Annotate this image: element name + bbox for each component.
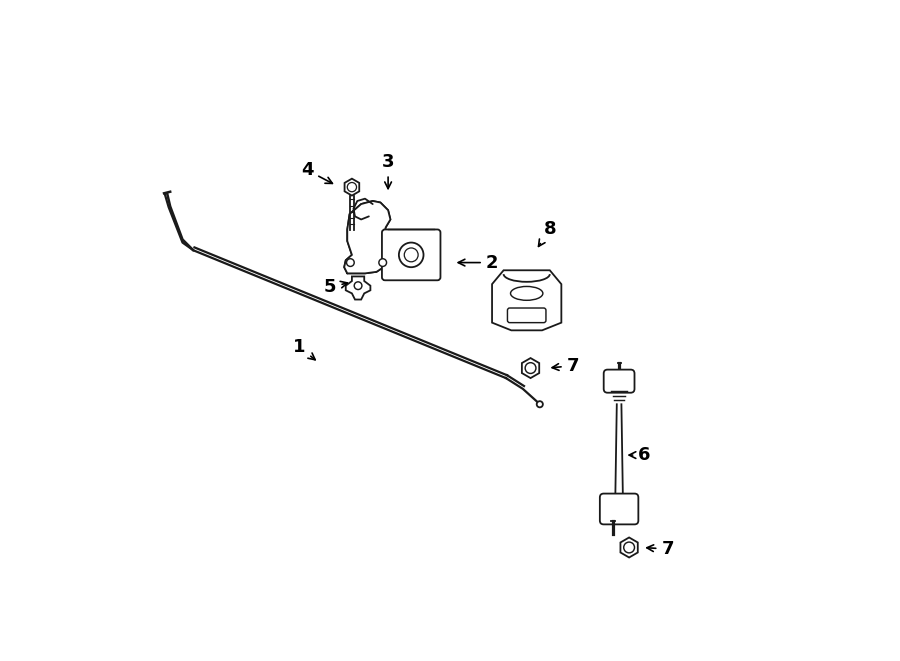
Text: 1: 1 xyxy=(293,338,315,360)
Polygon shape xyxy=(522,358,539,378)
Text: 3: 3 xyxy=(382,153,394,188)
Text: 6: 6 xyxy=(629,446,651,464)
Text: 5: 5 xyxy=(324,278,347,296)
Polygon shape xyxy=(620,537,638,557)
Circle shape xyxy=(355,282,362,290)
Circle shape xyxy=(526,363,536,373)
Circle shape xyxy=(347,182,356,192)
Text: 7: 7 xyxy=(647,540,674,558)
Polygon shape xyxy=(346,276,371,299)
Polygon shape xyxy=(492,270,562,330)
Circle shape xyxy=(404,248,419,262)
Polygon shape xyxy=(344,201,391,274)
Ellipse shape xyxy=(536,401,543,407)
FancyBboxPatch shape xyxy=(599,494,638,524)
FancyBboxPatch shape xyxy=(382,229,440,280)
Text: 4: 4 xyxy=(301,161,332,183)
Text: 7: 7 xyxy=(552,357,580,375)
Polygon shape xyxy=(345,178,359,196)
Ellipse shape xyxy=(510,286,543,300)
Circle shape xyxy=(379,258,387,266)
Text: 2: 2 xyxy=(458,254,499,272)
FancyBboxPatch shape xyxy=(508,308,546,323)
Circle shape xyxy=(346,258,355,266)
Text: 8: 8 xyxy=(538,221,556,247)
Circle shape xyxy=(624,542,634,553)
Circle shape xyxy=(399,243,424,267)
FancyBboxPatch shape xyxy=(604,369,634,393)
